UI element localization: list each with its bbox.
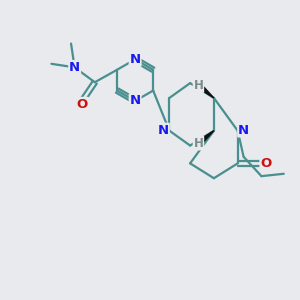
Text: N: N xyxy=(69,61,80,74)
Text: N: N xyxy=(130,53,141,66)
Polygon shape xyxy=(201,87,214,98)
Text: N: N xyxy=(130,94,141,107)
Text: H: H xyxy=(194,79,203,92)
Text: O: O xyxy=(260,157,272,170)
Text: O: O xyxy=(77,98,88,111)
Text: H: H xyxy=(194,137,203,150)
Polygon shape xyxy=(201,131,214,142)
Text: N: N xyxy=(158,124,169,136)
Text: N: N xyxy=(238,124,249,136)
